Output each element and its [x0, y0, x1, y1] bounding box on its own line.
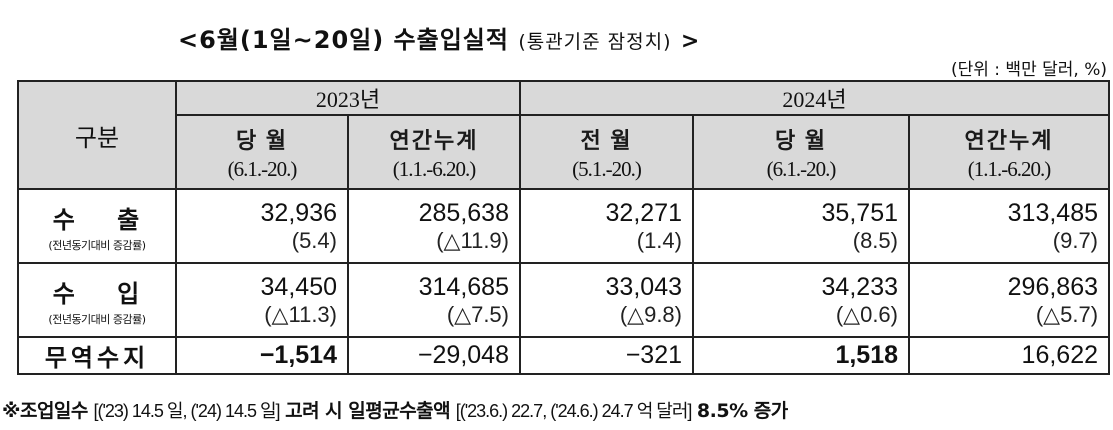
column-title: 연간누계: [389, 127, 479, 153]
table-row-exports: 수 출 (전년동기대비 증감률) 32,936 (5.4) 285,638 (△11…: [17, 188, 1111, 264]
footnote-amounts: [('23.6.) 22.7, ('24.6.) 24.7 억 달러]: [455, 401, 693, 421]
table-cell: 313,485 (9.7): [907, 188, 1111, 264]
table-cell: 34,450 (△11.3): [175, 262, 349, 338]
header-gubun: 구분: [17, 80, 177, 190]
table-cell: 32,271 (1.4): [519, 188, 694, 264]
footnote-result: 8.5% 증가: [696, 400, 788, 422]
footnote-days: [('23) 14.5 일, ('24) 14.5 일]: [93, 401, 280, 421]
column-title: 연간누계: [964, 127, 1054, 153]
table-cell: 314,685 (△7.5): [347, 262, 521, 338]
table-cell: −321: [519, 336, 694, 375]
page-title: <6월(1일~20일) 수출입실적 (통관기준 잠정치) >: [178, 20, 700, 55]
column-period: (1.1.-6.20.): [392, 156, 476, 181]
row-label-imports: 수 입 (전년동기대비 증감률): [17, 262, 177, 338]
trade-table: 구분 2023년 2024년 당 월 (6.1.-20.) 연간누계 (1.1.…: [17, 80, 1111, 375]
table-cell: 16,622: [907, 336, 1111, 375]
table-cell: 33,043 (△9.8): [519, 262, 694, 338]
column-title: 당 월: [775, 127, 827, 153]
table-cell: 35,751 (8.5): [692, 188, 910, 264]
footnote-prefix: ※조업일수: [2, 400, 88, 422]
table-cell: 1,518: [692, 336, 910, 375]
column-title: 전 월: [580, 127, 633, 153]
row-label-exports: 수 출 (전년동기대비 증감률): [17, 188, 177, 264]
title-close: >: [680, 29, 701, 54]
table-cell: 32,936 (5.4): [175, 188, 349, 264]
footnote: ※조업일수 [('23) 14.5 일, ('24) 14.5 일] 고려 시 …: [2, 396, 788, 423]
column-period: (1.1.-6.20.): [967, 156, 1051, 181]
column-period: (5.1.-20.): [572, 156, 642, 181]
header-2024-cumulative: 연간누계 (1.1.-6.20.): [907, 114, 1111, 190]
header-2024-current-month: 당 월 (6.1.-20.): [692, 114, 910, 190]
table-cell: −1,514: [175, 336, 349, 375]
header-2023-current-month: 당 월 (6.1.-20.): [175, 114, 349, 190]
table-row-trade-balance: 무역수지 −1,514 −29,048 −321 1,518 16,622: [17, 336, 1111, 375]
table-row-imports: 수 입 (전년동기대비 증감률) 34,450 (△11.3) 314,685 (△…: [17, 262, 1111, 338]
column-period: (6.1.-20.): [227, 156, 298, 181]
header-year-2024: 2024년: [518, 80, 1111, 116]
header-2023-cumulative: 연간누계 (1.1.-6.20.): [347, 114, 521, 190]
footnote-mid: 고려 시 일평균수출액: [285, 400, 451, 422]
column-period: (6.1.-20.): [766, 156, 837, 181]
table-cell: 296,863 (△5.7): [907, 262, 1111, 338]
header-year-2023: 2023년: [175, 80, 521, 116]
table-cell: 285,638 (△11.9): [347, 188, 521, 264]
table-cell: −29,048: [347, 336, 521, 375]
title-main: <6월(1일~20일) 수출입실적: [178, 26, 509, 54]
title-sub: (통관기준 잠정치): [518, 31, 672, 53]
table-cell: 34,233 (△0.6): [692, 262, 910, 338]
row-label-trade-balance: 무역수지: [17, 336, 177, 375]
column-title: 당 월: [236, 127, 288, 153]
header-2024-previous-month: 전 월 (5.1.-20.): [519, 114, 694, 190]
unit-label: (단위 : 백만 달러, %): [950, 60, 1107, 80]
